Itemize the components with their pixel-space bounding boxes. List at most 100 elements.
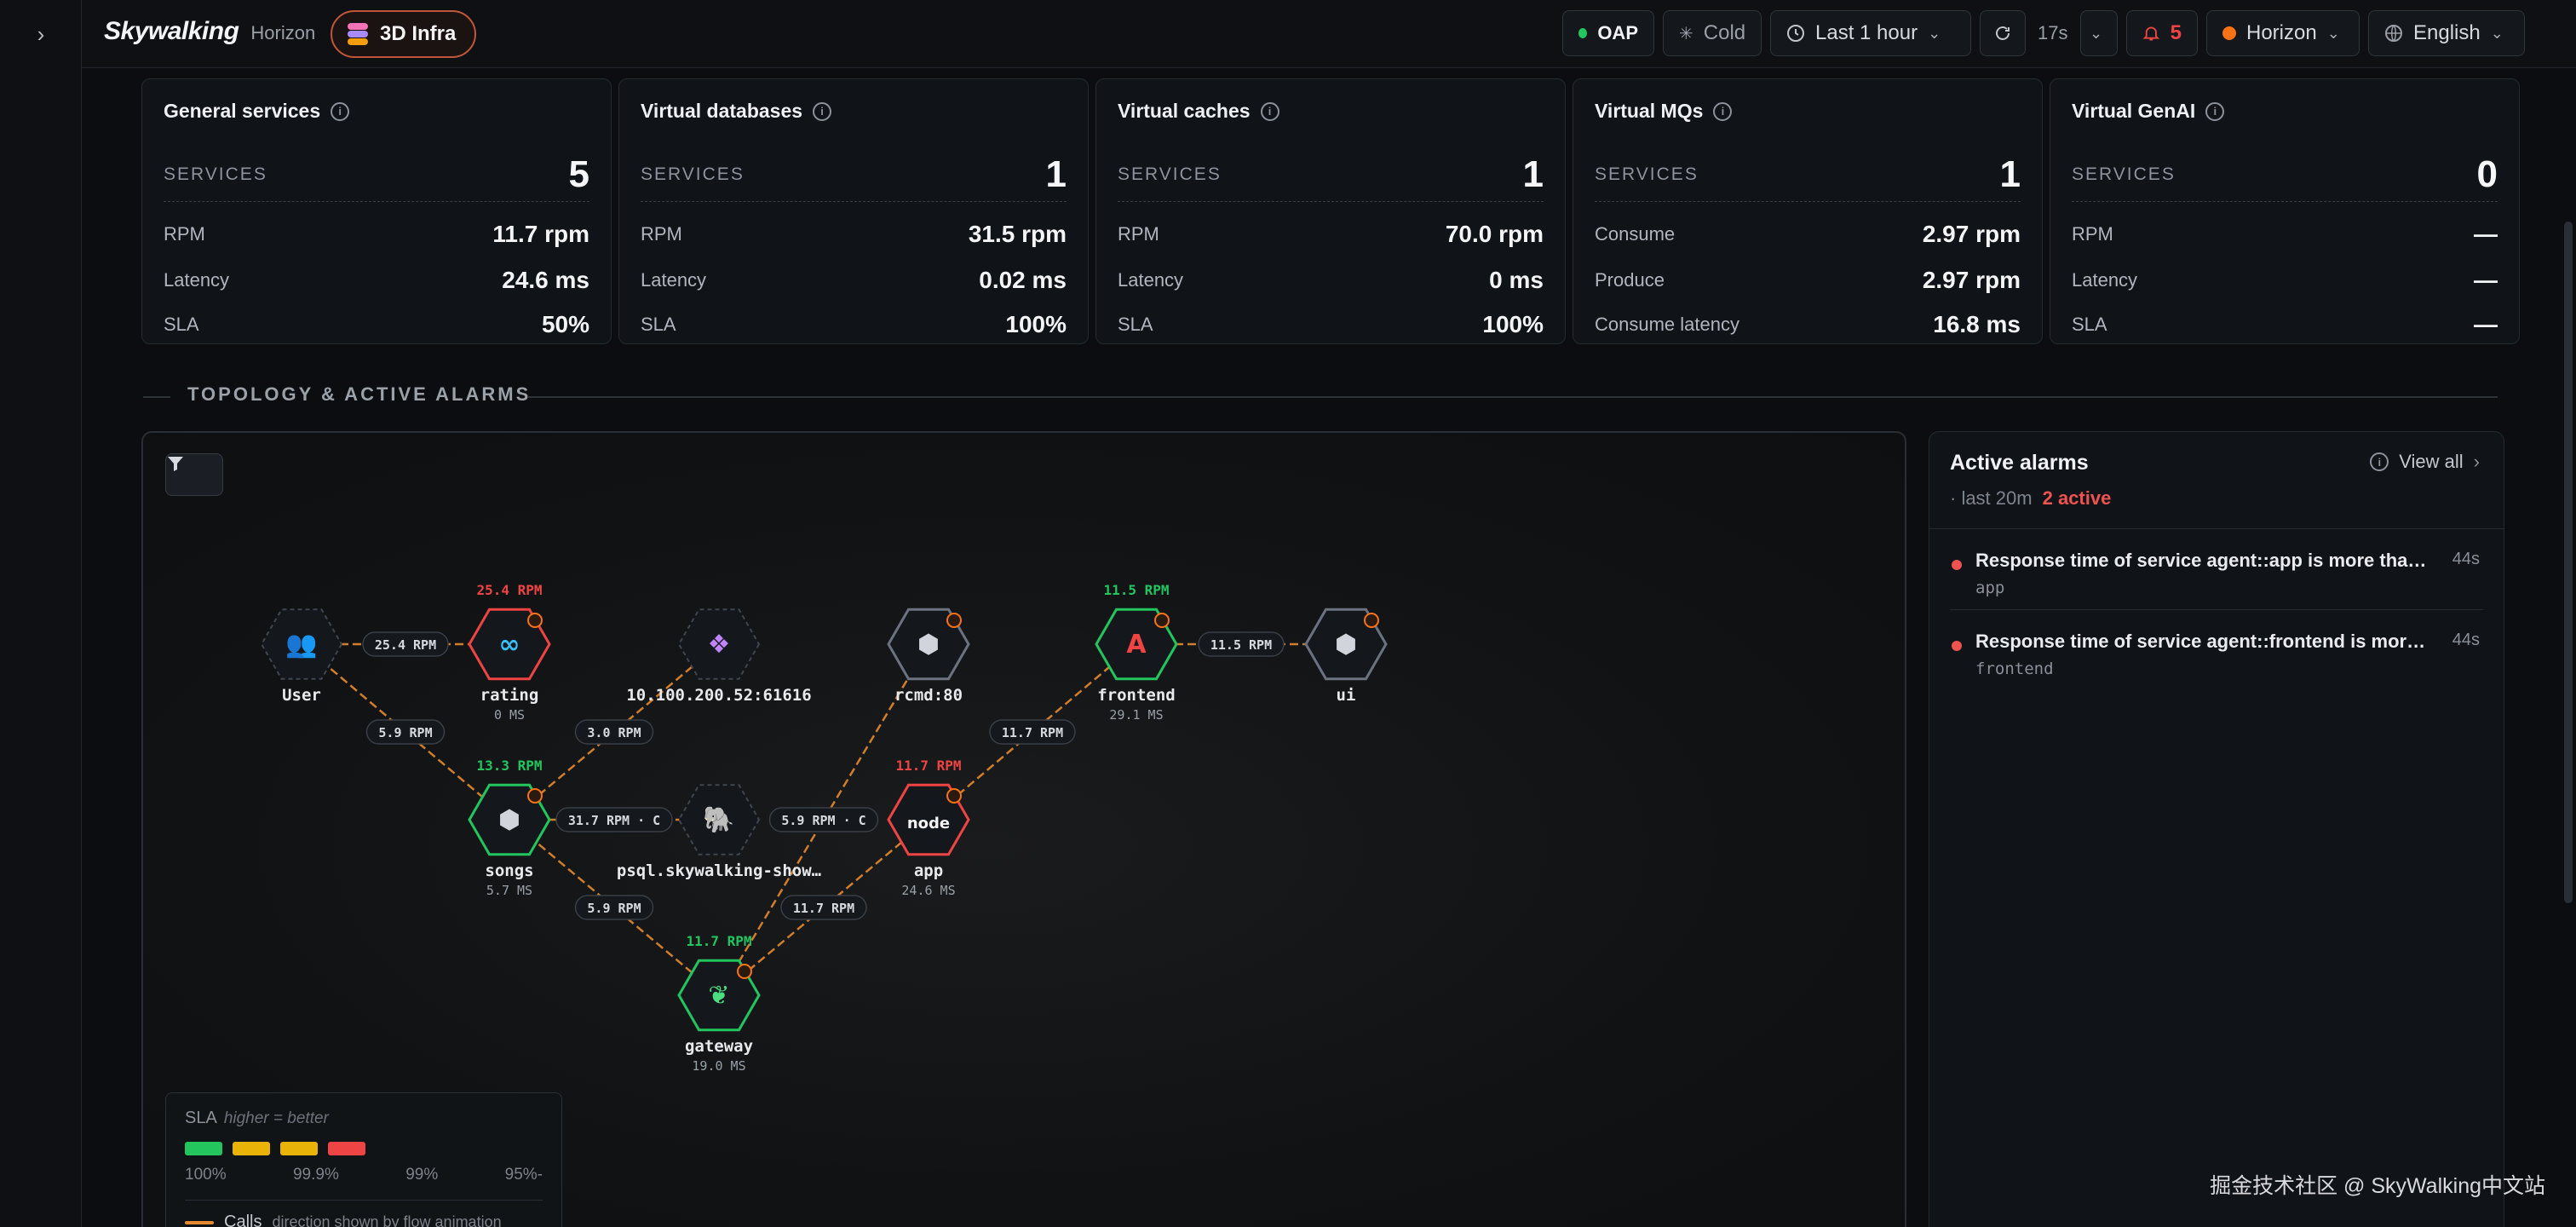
topology-node-ui[interactable]: ⬢ ui xyxy=(1304,608,1388,705)
alarm-item[interactable]: Response time of service agent::app is m… xyxy=(1929,529,2504,609)
edge-label[interactable]: 3.0 RPM xyxy=(574,719,654,745)
topology-node-app[interactable]: node app 24.6 MS 11.7 RPM xyxy=(887,758,970,898)
metric-value: 31.5 rpm xyxy=(968,221,1067,247)
alarms-active-count: 2 active xyxy=(2042,487,2112,509)
metric-value: 0.02 ms xyxy=(979,267,1067,293)
edge-label[interactable]: 31.7 RPM · C xyxy=(555,807,673,832)
divider xyxy=(143,396,170,398)
edge-label-pill xyxy=(574,719,654,745)
edge-rpm-label: 5.9 RPM xyxy=(378,725,432,740)
node-name: rating xyxy=(480,686,539,705)
legend-tick: 100% xyxy=(185,1166,227,1184)
chevron-right-icon: › xyxy=(2473,451,2480,472)
services-label: SERVICES xyxy=(1595,164,1699,184)
topology-panel[interactable]: 25.4 RPM 5.9 RPM 3.0 RPM 31.7 RPM · C 5.9 RP… xyxy=(141,431,1906,1227)
time-range-picker[interactable]: Last 1 hour ⌄ xyxy=(1770,10,1971,56)
edge-label[interactable]: 5.9 RPM · C xyxy=(768,807,879,832)
theme-selector[interactable]: Horizon ⌄ xyxy=(2206,10,2360,56)
language-selector[interactable]: English ⌄ xyxy=(2368,10,2525,56)
topology-graph[interactable]: 25.4 RPM 5.9 RPM 3.0 RPM 31.7 RPM · C 5.9 RP… xyxy=(143,433,1906,1227)
expand-sidebar-chevron-icon[interactable]: › xyxy=(37,20,45,47)
edge-gateway-app[interactable] xyxy=(718,819,929,996)
metric-label: Latency xyxy=(641,269,707,291)
topology-node-gateway[interactable]: ❦ gateway 19.0 MS 11.7 RPM xyxy=(677,933,761,1074)
topology-node-songs[interactable]: ⬢ songs 5.7 MS 13.3 RPM xyxy=(468,758,551,898)
info-icon[interactable]: i xyxy=(813,101,832,121)
theme-dot-icon xyxy=(2222,26,2236,40)
edge-rpm-label: 3.0 RPM xyxy=(587,725,641,740)
card-virtual-genai: Virtual GenAI i SERVICES 0 RPM — Latency — S… xyxy=(2050,78,2520,344)
node-hexagon xyxy=(677,784,761,855)
edge-label[interactable]: 11.5 RPM xyxy=(1198,631,1285,657)
card-general-services: General services i SERVICES 5 RPM 11.7 rpm … xyxy=(141,78,612,344)
divider xyxy=(185,1200,543,1201)
layer-chip-label: 3D Infra xyxy=(380,22,457,45)
edge-rpm-label: 11.7 RPM xyxy=(793,901,854,916)
postgres-icon: 🐘 xyxy=(703,805,734,835)
view-all-link[interactable]: i View all › xyxy=(2370,451,2480,473)
legend-calls-label: Calls xyxy=(224,1213,262,1227)
topology-node-db-ip[interactable]: ❖ 10.100.200.52:61616 xyxy=(626,608,812,705)
topology-node-user[interactable]: 👥 User xyxy=(260,608,343,705)
info-icon[interactable]: i xyxy=(2205,101,2225,121)
angular-icon: A xyxy=(1126,630,1147,660)
node-hexagon xyxy=(887,783,970,856)
cold-stage-toggle[interactable]: ✳ Cold xyxy=(1663,10,1762,56)
calls-line-icon xyxy=(185,1220,214,1224)
refresh-interval-dropdown[interactable]: ⌄ xyxy=(2080,10,2118,56)
node-name: rcmd:80 xyxy=(894,686,963,705)
topology-node-rcmd[interactable]: ⬢ rcmd:80 xyxy=(887,608,970,705)
sla-legend: SLA higher = better 100% 99.9% 99% 95%- C… xyxy=(165,1092,562,1227)
edge-label[interactable]: 5.9 RPM xyxy=(574,895,654,920)
services-count: 1 xyxy=(1999,153,2021,195)
edge-label[interactable]: 11.7 RPM xyxy=(989,719,1076,745)
edge-gateway-rcmd[interactable] xyxy=(717,643,930,996)
edge-label[interactable]: 5.9 RPM xyxy=(365,719,446,745)
metric-value: 11.7 rpm xyxy=(492,221,589,247)
node-hexagon xyxy=(887,608,970,681)
legend-title: SLA xyxy=(185,1109,217,1127)
info-icon[interactable]: i xyxy=(1260,101,1279,121)
alarm-item[interactable]: Response time of service agent::frontend… xyxy=(1950,609,2483,689)
oap-status-button[interactable]: OAP xyxy=(1562,10,1654,56)
legend-tick: 99.9% xyxy=(292,1166,339,1184)
filter-button[interactable] xyxy=(165,453,223,496)
legend-swatch xyxy=(280,1142,318,1155)
refresh-button[interactable] xyxy=(1980,10,2026,56)
info-icon[interactable]: i xyxy=(2370,452,2389,471)
edge-label[interactable]: 11.7 RPM xyxy=(780,895,867,920)
topology-node-rating[interactable]: ∞ rating 0 MS 25.4 RPM xyxy=(468,582,551,723)
node-latency: 24.6 MS xyxy=(901,883,955,898)
left-rail: › xyxy=(0,0,82,1227)
node-latency: 5.7 MS xyxy=(486,883,532,898)
info-icon[interactable]: i xyxy=(1713,101,1733,121)
brand[interactable]: Skywalking Horizon xyxy=(104,17,315,46)
metric-value: 0 ms xyxy=(1489,267,1544,293)
topology-node-psql[interactable]: 🐘 psql.skywalking-show… xyxy=(617,784,821,880)
metric-value: 50% xyxy=(541,311,589,337)
node-name: User xyxy=(282,686,321,705)
active-alarms-panel: Active alarms · last 20m 2 active i View … xyxy=(1929,431,2504,1227)
clock-icon xyxy=(1787,25,1804,42)
metric-label: Produce xyxy=(1595,269,1665,291)
layers-icon xyxy=(346,22,370,46)
metric-value: — xyxy=(2474,311,2498,337)
theme-label: Horizon xyxy=(2246,21,2317,44)
alarm-bell-button[interactable]: 5 xyxy=(2126,10,2198,56)
metric-value: 2.97 rpm xyxy=(1922,221,2021,247)
edge-label[interactable]: 25.4 RPM xyxy=(362,631,449,657)
page-scrollbar[interactable] xyxy=(2564,222,2573,903)
metric-label: Latency xyxy=(1118,269,1184,291)
nodejs-icon: node xyxy=(907,815,950,832)
layer-switcher-chip[interactable]: 3D Infra xyxy=(331,10,477,58)
edge-songs-gateway[interactable] xyxy=(509,819,720,996)
node-name: 10.100.200.52:61616 xyxy=(626,686,811,705)
legend-hint: higher = better xyxy=(223,1109,329,1127)
alarms-window: · last 20m xyxy=(1950,487,2033,509)
edge-songs-db-ip[interactable] xyxy=(509,643,720,821)
info-icon[interactable]: i xyxy=(331,101,350,121)
node-layer: 👥 User ∞ rating 0 MS 25.4 RPM ❖ 10.100.200.52:6… xyxy=(260,582,1388,1074)
metric-value: — xyxy=(2474,267,2498,293)
watermark: 掘金技术社区 @ SkyWalking中文站 xyxy=(2210,1174,2545,1198)
